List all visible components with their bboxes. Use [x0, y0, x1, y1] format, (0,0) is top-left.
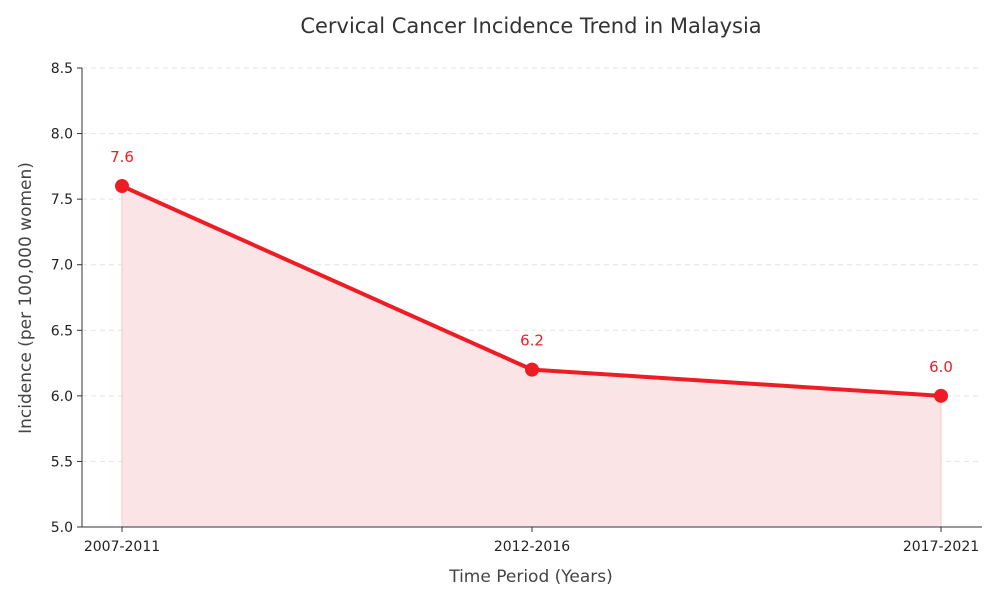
- y-tick-label: 6.0: [51, 389, 73, 405]
- data-point: [115, 179, 129, 194]
- data-label: 6.0: [929, 358, 953, 376]
- y-tick-label: 8.0: [51, 127, 73, 143]
- data-label: 6.2: [520, 332, 544, 350]
- data-point: [934, 388, 948, 403]
- x-axis-label: Time Period (Years): [448, 567, 613, 587]
- y-axis-label: Incidence (per 100,000 women): [16, 162, 36, 434]
- y-tick-label: 8.5: [51, 61, 73, 77]
- chart-title: Cervical Cancer Incidence Trend in Malay…: [300, 14, 761, 38]
- y-tick-label: 5.5: [51, 454, 73, 470]
- x-tick-label: 2012-2016: [494, 539, 570, 555]
- data-label: 7.6: [110, 148, 134, 166]
- y-tick-label: 6.5: [51, 323, 73, 339]
- area-fill: [121, 185, 942, 528]
- y-tick-label: 5.0: [51, 520, 73, 536]
- y-tick-label: 7.5: [51, 192, 73, 208]
- data-point: [525, 362, 539, 377]
- x-tick-label: 2007-2011: [84, 539, 160, 555]
- x-tick-label: 2017-2021: [903, 539, 979, 555]
- y-tick-label: 7.0: [51, 258, 73, 274]
